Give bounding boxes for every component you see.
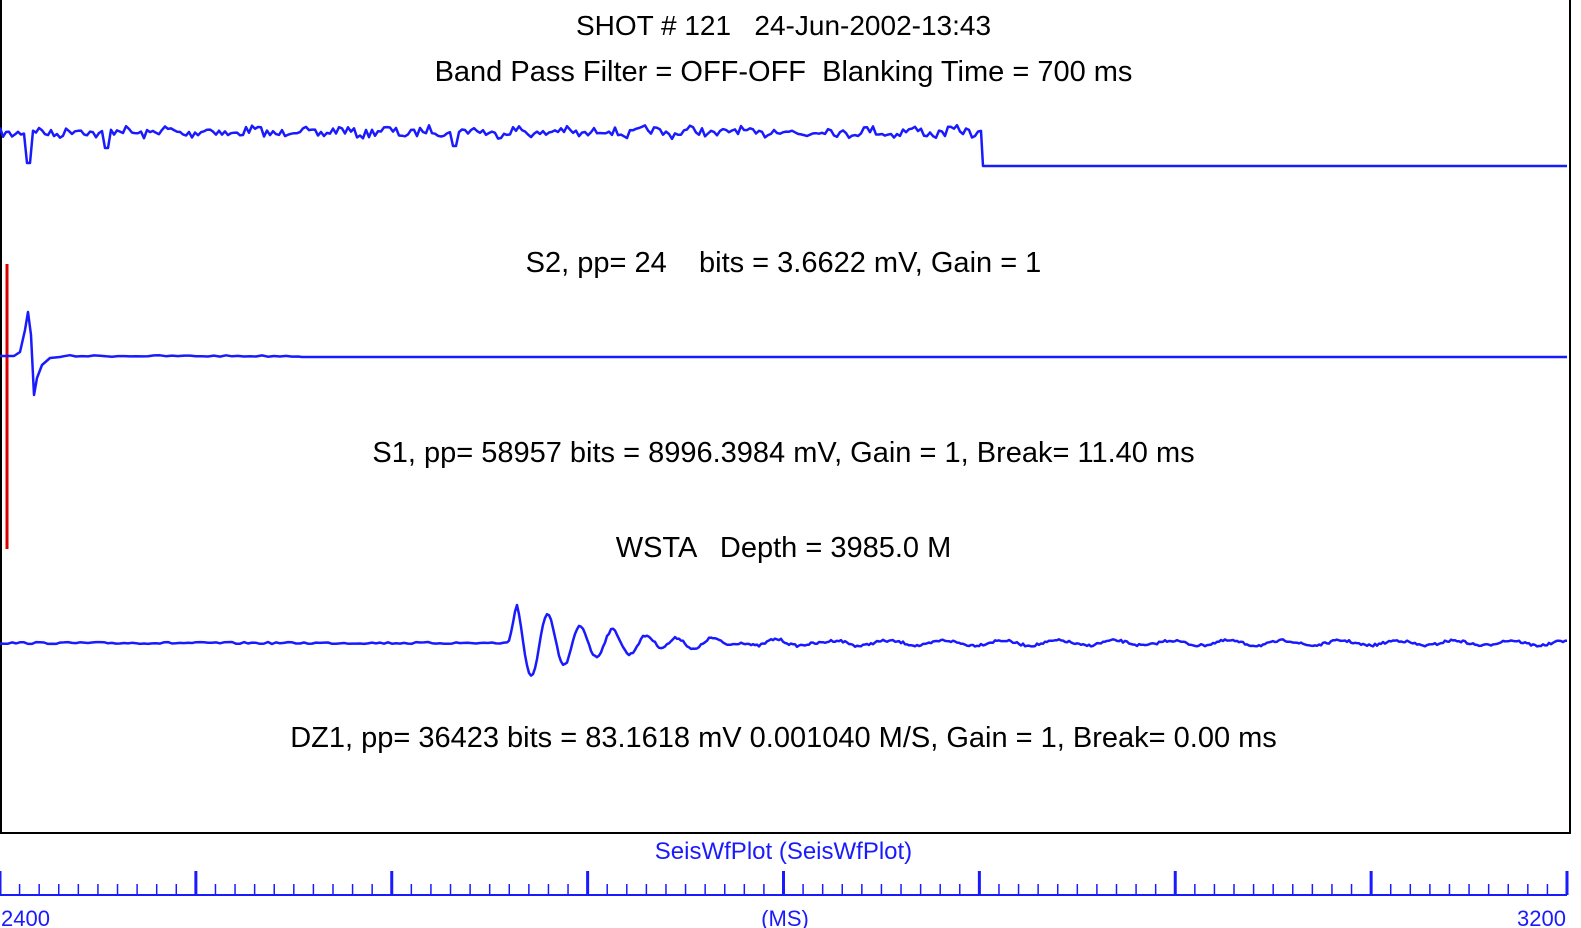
plot-frame <box>0 0 1571 834</box>
plot-subtitle-filter: Band Pass Filter = OFF-OFF Blanking Time… <box>434 56 1133 88</box>
station-depth-label: WSTA Depth = 3985.0 M <box>615 532 952 564</box>
tick-label-min: 2400 <box>1 906 50 928</box>
trace-dz1 <box>0 603 1567 677</box>
trace-label-s2: S2, pp= 24 bits = 3.6622 mV, Gain = 1 <box>525 247 1042 279</box>
waveform-plot-area <box>0 123 1567 677</box>
trace-label-s1: S1, pp= 58957 bits = 8996.3984 mV, Gain … <box>372 437 1195 469</box>
trace-s2 <box>0 123 1567 168</box>
trace-label-dz1: DZ1, pp= 36423 bits = 83.1618 mV 0.00104… <box>290 722 1277 754</box>
axis-ticks <box>0 871 1569 895</box>
x-axis-label: (MS) <box>761 906 809 928</box>
time-axis: 2400 (MS) 3200 <box>0 871 1569 928</box>
plot-title-shot: SHOT # 121 24-Jun-2002-13:43 <box>575 10 992 41</box>
trace-s1 <box>0 310 1567 397</box>
app-title: SeisWfPlot (SeisWfPlot) <box>654 838 913 865</box>
tick-label-max: 3200 <box>1517 906 1566 928</box>
